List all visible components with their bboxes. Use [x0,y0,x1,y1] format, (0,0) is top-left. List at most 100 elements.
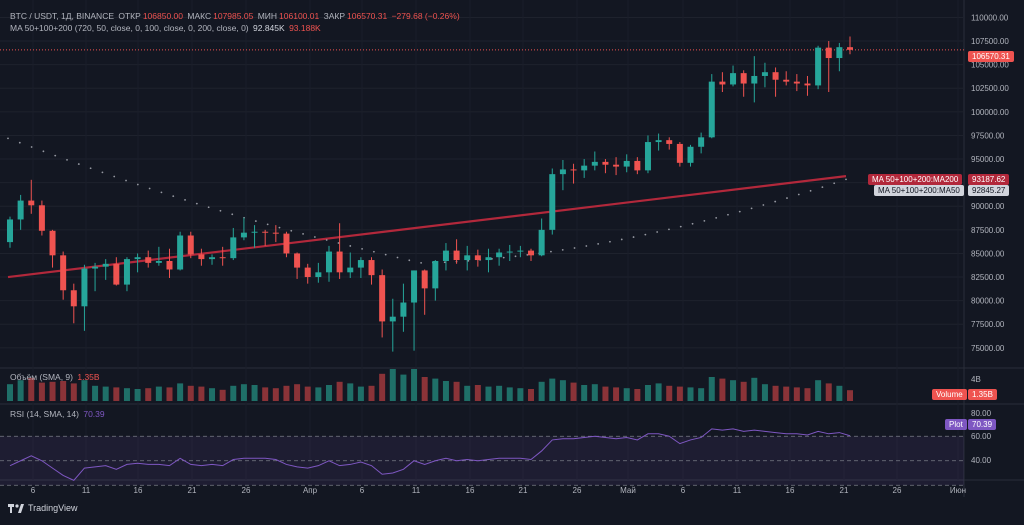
volume-bar[interactable] [240,384,247,401]
volume-bar[interactable] [7,384,13,401]
volume-bar[interactable] [464,385,471,401]
candle-body[interactable] [262,231,269,233]
candle-body[interactable] [666,140,673,144]
ma200-line[interactable] [7,175,847,279]
volume-bar[interactable] [623,388,630,401]
volume-bar[interactable] [294,384,301,401]
candle-body[interactable] [602,161,609,165]
candle-body[interactable] [219,257,226,259]
volume-bar[interactable] [102,386,109,401]
candle-body[interactable] [517,250,524,252]
volume-bar[interactable] [825,383,832,401]
candle-body[interactable] [400,302,407,317]
volume-bar[interactable] [145,388,152,401]
candle-body[interactable] [549,174,556,230]
volume-bar[interactable] [49,381,56,401]
volume-bar[interactable] [272,388,279,401]
volume-bar[interactable] [676,386,683,401]
candle-body[interactable] [730,73,737,85]
volume-bar[interactable] [644,385,651,401]
volume-pane-header[interactable]: Объём (SMA, 9) 1.35B [10,372,102,382]
candle-body[interactable] [453,250,460,261]
volume-bar[interactable] [485,386,492,401]
volume-bar[interactable] [517,388,524,401]
candle-body[interactable] [719,81,726,85]
volume-bar[interactable] [836,385,843,401]
volume-bar[interactable] [166,387,173,401]
candle-body[interactable] [613,164,620,167]
volume-bar[interactable] [549,378,556,401]
candle-body[interactable] [49,230,56,256]
volume-bar[interactable] [751,377,758,401]
candle-body[interactable] [60,255,67,291]
volume-bar[interactable] [155,386,162,401]
volume-bar[interactable] [230,385,237,401]
volume-bar[interactable] [315,387,322,401]
volume-bar[interactable] [357,386,364,401]
candle-body[interactable] [209,257,216,260]
candle-body[interactable] [187,235,194,255]
volume-bar[interactable] [804,388,811,401]
volume-bar[interactable] [559,380,566,401]
candle-body[interactable] [804,83,811,86]
candle-body[interactable] [708,81,715,138]
volume-bar[interactable] [400,374,407,401]
ma-header[interactable]: MA 50+100+200 (720, 50, close, 0, 100, c… [10,23,323,33]
candle-body[interactable] [474,255,481,261]
volume-bar[interactable] [815,380,822,401]
candle-body[interactable] [283,233,290,254]
candle-body[interactable] [92,266,99,269]
candle-body[interactable] [102,263,109,267]
volume-bar[interactable] [177,383,184,401]
candle-body[interactable] [644,142,651,171]
candle-body[interactable] [389,316,396,322]
volume-bar[interactable] [602,386,609,401]
candle-body[interactable] [751,75,758,84]
candle-body[interactable] [145,257,152,263]
candle-body[interactable] [123,259,130,285]
volume-bar[interactable] [591,384,598,401]
candle-body[interactable] [581,165,588,171]
volume-bar[interactable] [698,388,705,401]
candle-body[interactable] [28,200,35,206]
candle-body[interactable] [240,232,247,238]
candle-body[interactable] [81,268,88,307]
volume-bar[interactable] [783,386,790,401]
candle-body[interactable] [177,235,184,270]
candle-body[interactable] [379,275,386,322]
rsi-line[interactable] [9,428,851,481]
candle-body[interactable] [698,137,705,147]
volume-bar[interactable] [60,381,67,401]
candle-body[interactable] [411,270,418,303]
volume-bar[interactable] [847,390,853,401]
candle-body[interactable] [421,270,428,289]
candle-body[interactable] [496,252,503,258]
volume-bar[interactable] [92,385,99,401]
volume-bar[interactable] [187,385,194,401]
candle-body[interactable] [315,272,322,278]
candle-body[interactable] [304,267,311,278]
volume-bar[interactable] [251,385,258,401]
volume-bar[interactable] [28,377,35,401]
volume-bar[interactable] [411,369,418,401]
volume-bar[interactable] [198,386,205,401]
volume-bar[interactable] [772,385,779,401]
candle-body[interactable] [325,251,332,273]
candle-body[interactable] [506,251,513,253]
volume-bar[interactable] [336,381,343,401]
rsi-pane-header[interactable]: RSI (14, SMA, 14) 70.39 [10,409,107,419]
candle-body[interactable] [432,260,439,289]
volume-bar[interactable] [209,388,216,401]
candle-body[interactable] [347,267,354,273]
volume-bar[interactable] [442,381,449,401]
candle-body[interactable] [251,231,258,233]
volume-bar[interactable] [761,384,768,401]
candle-body[interactable] [198,254,205,260]
candle-body[interactable] [783,79,790,82]
candle-body[interactable] [336,251,343,273]
volume-bar[interactable] [283,385,290,401]
volume-bar[interactable] [219,389,226,401]
candle-body[interactable] [623,160,630,167]
candle-body[interactable] [272,232,279,234]
volume-bar[interactable] [432,378,439,401]
